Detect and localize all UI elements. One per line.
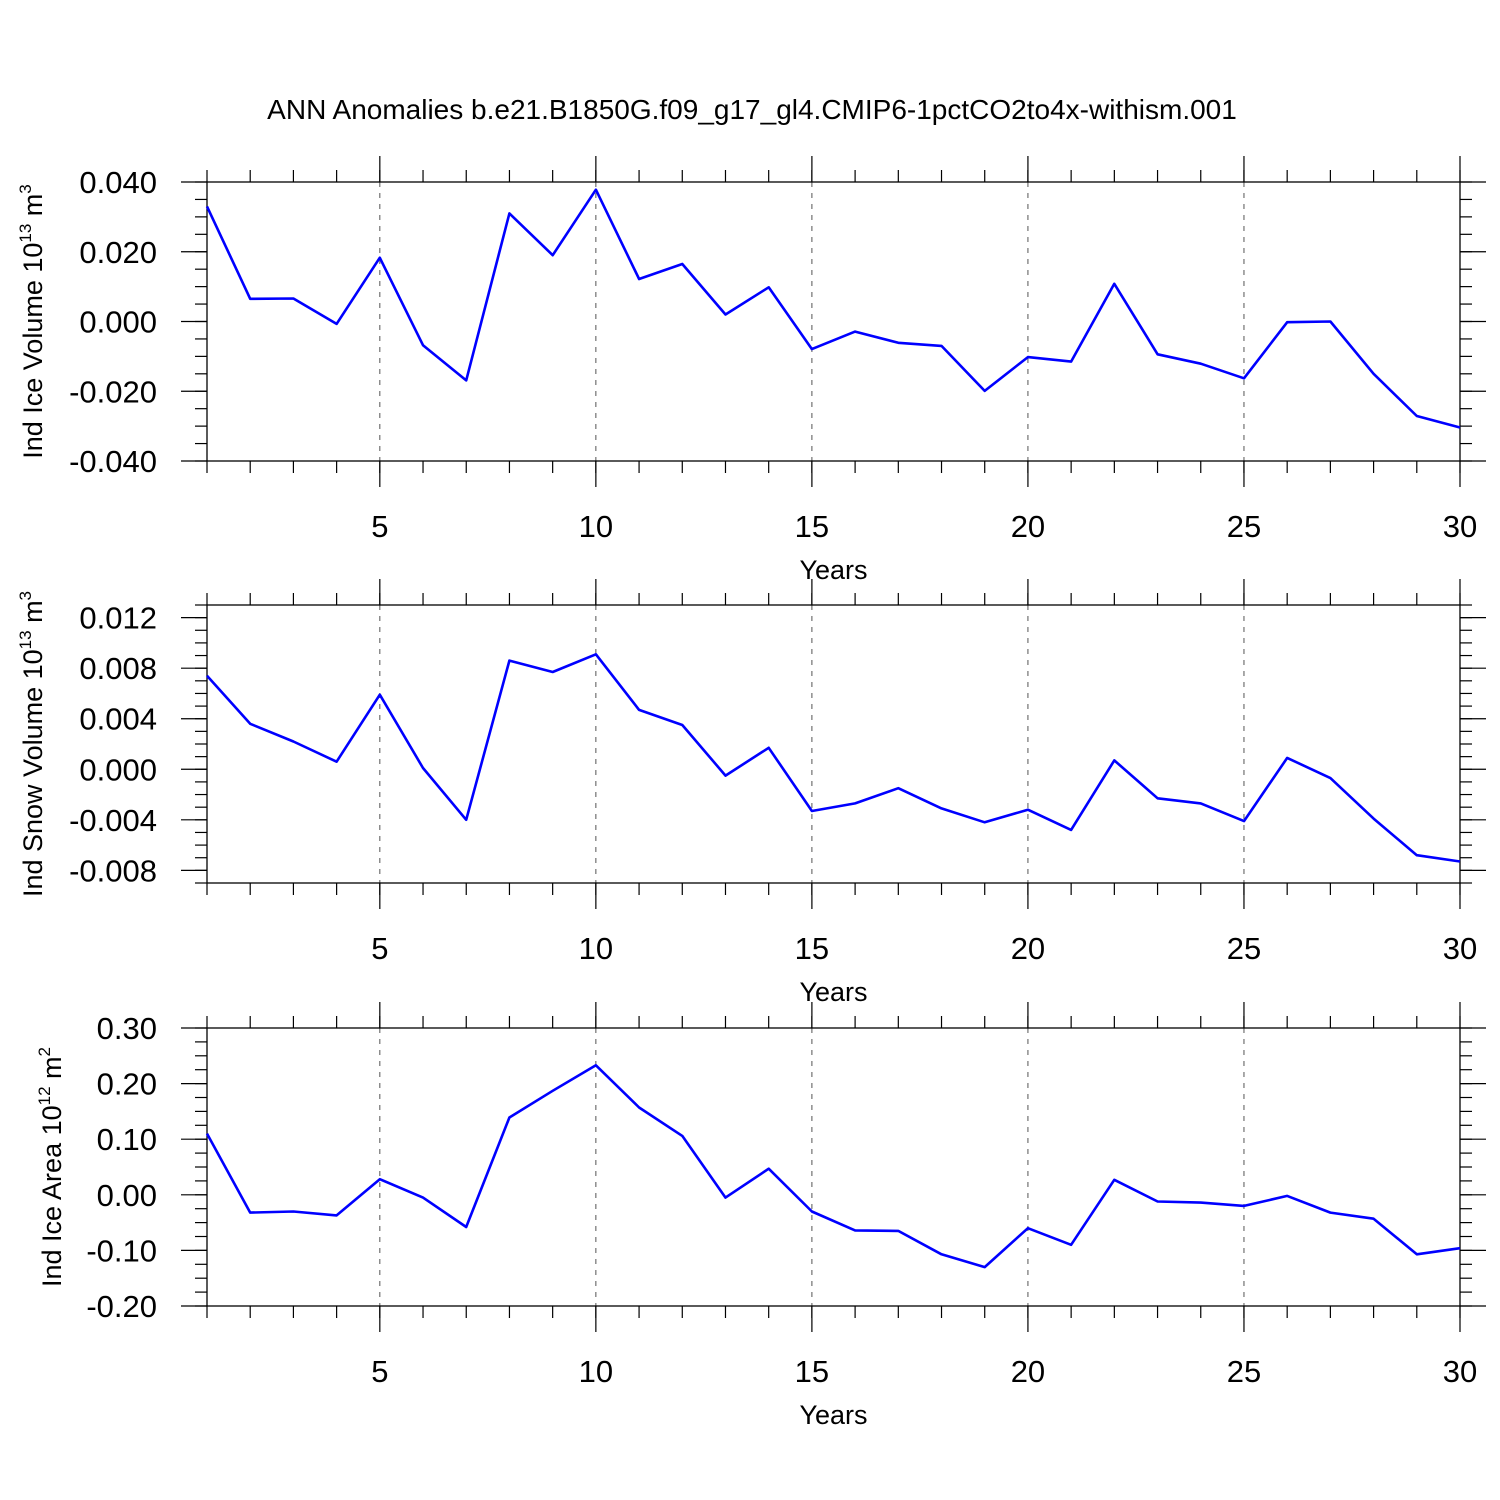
x-tick-label: 20	[1011, 931, 1045, 966]
y-tick-label: -0.040	[69, 444, 157, 479]
panel-2: 5 10 15 20 25 30 0.012 0.008 0.004 0.000 -0.004 -0.…	[16, 579, 1486, 1007]
x-tick-label: 15	[795, 1354, 829, 1389]
y-axis-title: Ind Snow Volume 1013 m3	[16, 591, 48, 897]
x-tick-label: 25	[1227, 1354, 1261, 1389]
x-tick-label: 20	[1011, 509, 1045, 544]
y-tick-label: 0.000	[79, 305, 157, 340]
y-tick-label: 0.004	[79, 702, 157, 737]
x-tick-label: 10	[579, 931, 613, 966]
y-tick-label: -0.10	[86, 1233, 157, 1268]
x-axis-title: Years	[799, 977, 867, 1007]
x-tick-label: 5	[371, 931, 388, 966]
x-tick-label: 10	[579, 1354, 613, 1389]
y-axis-title: Ind Ice Volume 1013 m3	[16, 184, 48, 459]
y-axis-title-main: Ind Ice Area 10	[37, 1105, 67, 1287]
y-axis-title-exponent: 13	[16, 224, 35, 243]
y-tick-label: -0.008	[69, 853, 157, 888]
y-tick-label: -0.020	[69, 374, 157, 409]
panel-1: 5 10 15 20 25 30 0.040 0.020 0.000 -0.020 -0.040 Ye…	[16, 156, 1486, 585]
y-axis-title-unit: m	[37, 1056, 67, 1086]
y-tick-label: 0.000	[79, 752, 157, 787]
y-tick-label: 0.20	[97, 1067, 157, 1102]
y-axis-title: Ind Ice Area 1012 m2	[35, 1047, 67, 1287]
y-axis-title-unit: m	[18, 600, 48, 630]
x-tick-label: 5	[371, 509, 388, 544]
y-axis-title-unit-exponent: 2	[35, 1047, 54, 1056]
x-tick-label: 10	[579, 509, 613, 544]
x-tick-label: 25	[1227, 509, 1261, 544]
figure-title: ANN Anomalies b.e21.B1850G.f09_g17_gl4.C…	[267, 94, 1237, 125]
x-tick-label: 15	[795, 931, 829, 966]
x-tick-label: 20	[1011, 1354, 1045, 1389]
y-axis-title-main: Ind Ice Volume 10	[18, 243, 48, 459]
y-axis-title-unit-exponent: 3	[16, 184, 35, 193]
y-tick-label: 0.00	[97, 1178, 157, 1213]
y-tick-label: -0.004	[69, 803, 157, 838]
y-axis-title-exponent: 13	[16, 630, 35, 649]
x-tick-label: 30	[1443, 931, 1477, 966]
series-line	[206, 652, 1461, 863]
plot-frame	[206, 181, 1461, 462]
y-tick-label: 0.10	[97, 1122, 157, 1157]
x-axis-title: Years	[799, 1400, 867, 1430]
x-tick-label: 30	[1443, 1354, 1477, 1389]
y-tick-label: 0.012	[79, 601, 157, 636]
y-tick-label: 0.020	[79, 235, 157, 270]
x-tick-label: 5	[371, 1354, 388, 1389]
x-tick-label: 15	[795, 509, 829, 544]
y-tick-label: 0.30	[97, 1011, 157, 1046]
series-line	[205, 1064, 1461, 1269]
y-axis-title-exponent: 12	[35, 1086, 54, 1105]
x-tick-label: 30	[1443, 509, 1477, 544]
plot-frame	[206, 1027, 1461, 1307]
x-tick-label: 25	[1227, 931, 1261, 966]
panel-3: 5 10 15 20 25 30 0.30 0.20 0.10 0.00 -0.10 -0.20 Yea…	[35, 1002, 1486, 1430]
plot-frame	[206, 604, 1461, 884]
y-axis-title-unit-exponent: 3	[16, 591, 35, 600]
y-tick-label: 0.040	[79, 165, 157, 200]
y-axis-title-main: Ind Snow Volume 10	[18, 649, 48, 897]
y-tick-label: -0.20	[86, 1289, 157, 1324]
x-axis-title: Years	[799, 555, 867, 585]
y-tick-label: 0.008	[79, 651, 157, 686]
series-line	[205, 188, 1461, 429]
y-axis-title-unit: m	[18, 194, 48, 224]
